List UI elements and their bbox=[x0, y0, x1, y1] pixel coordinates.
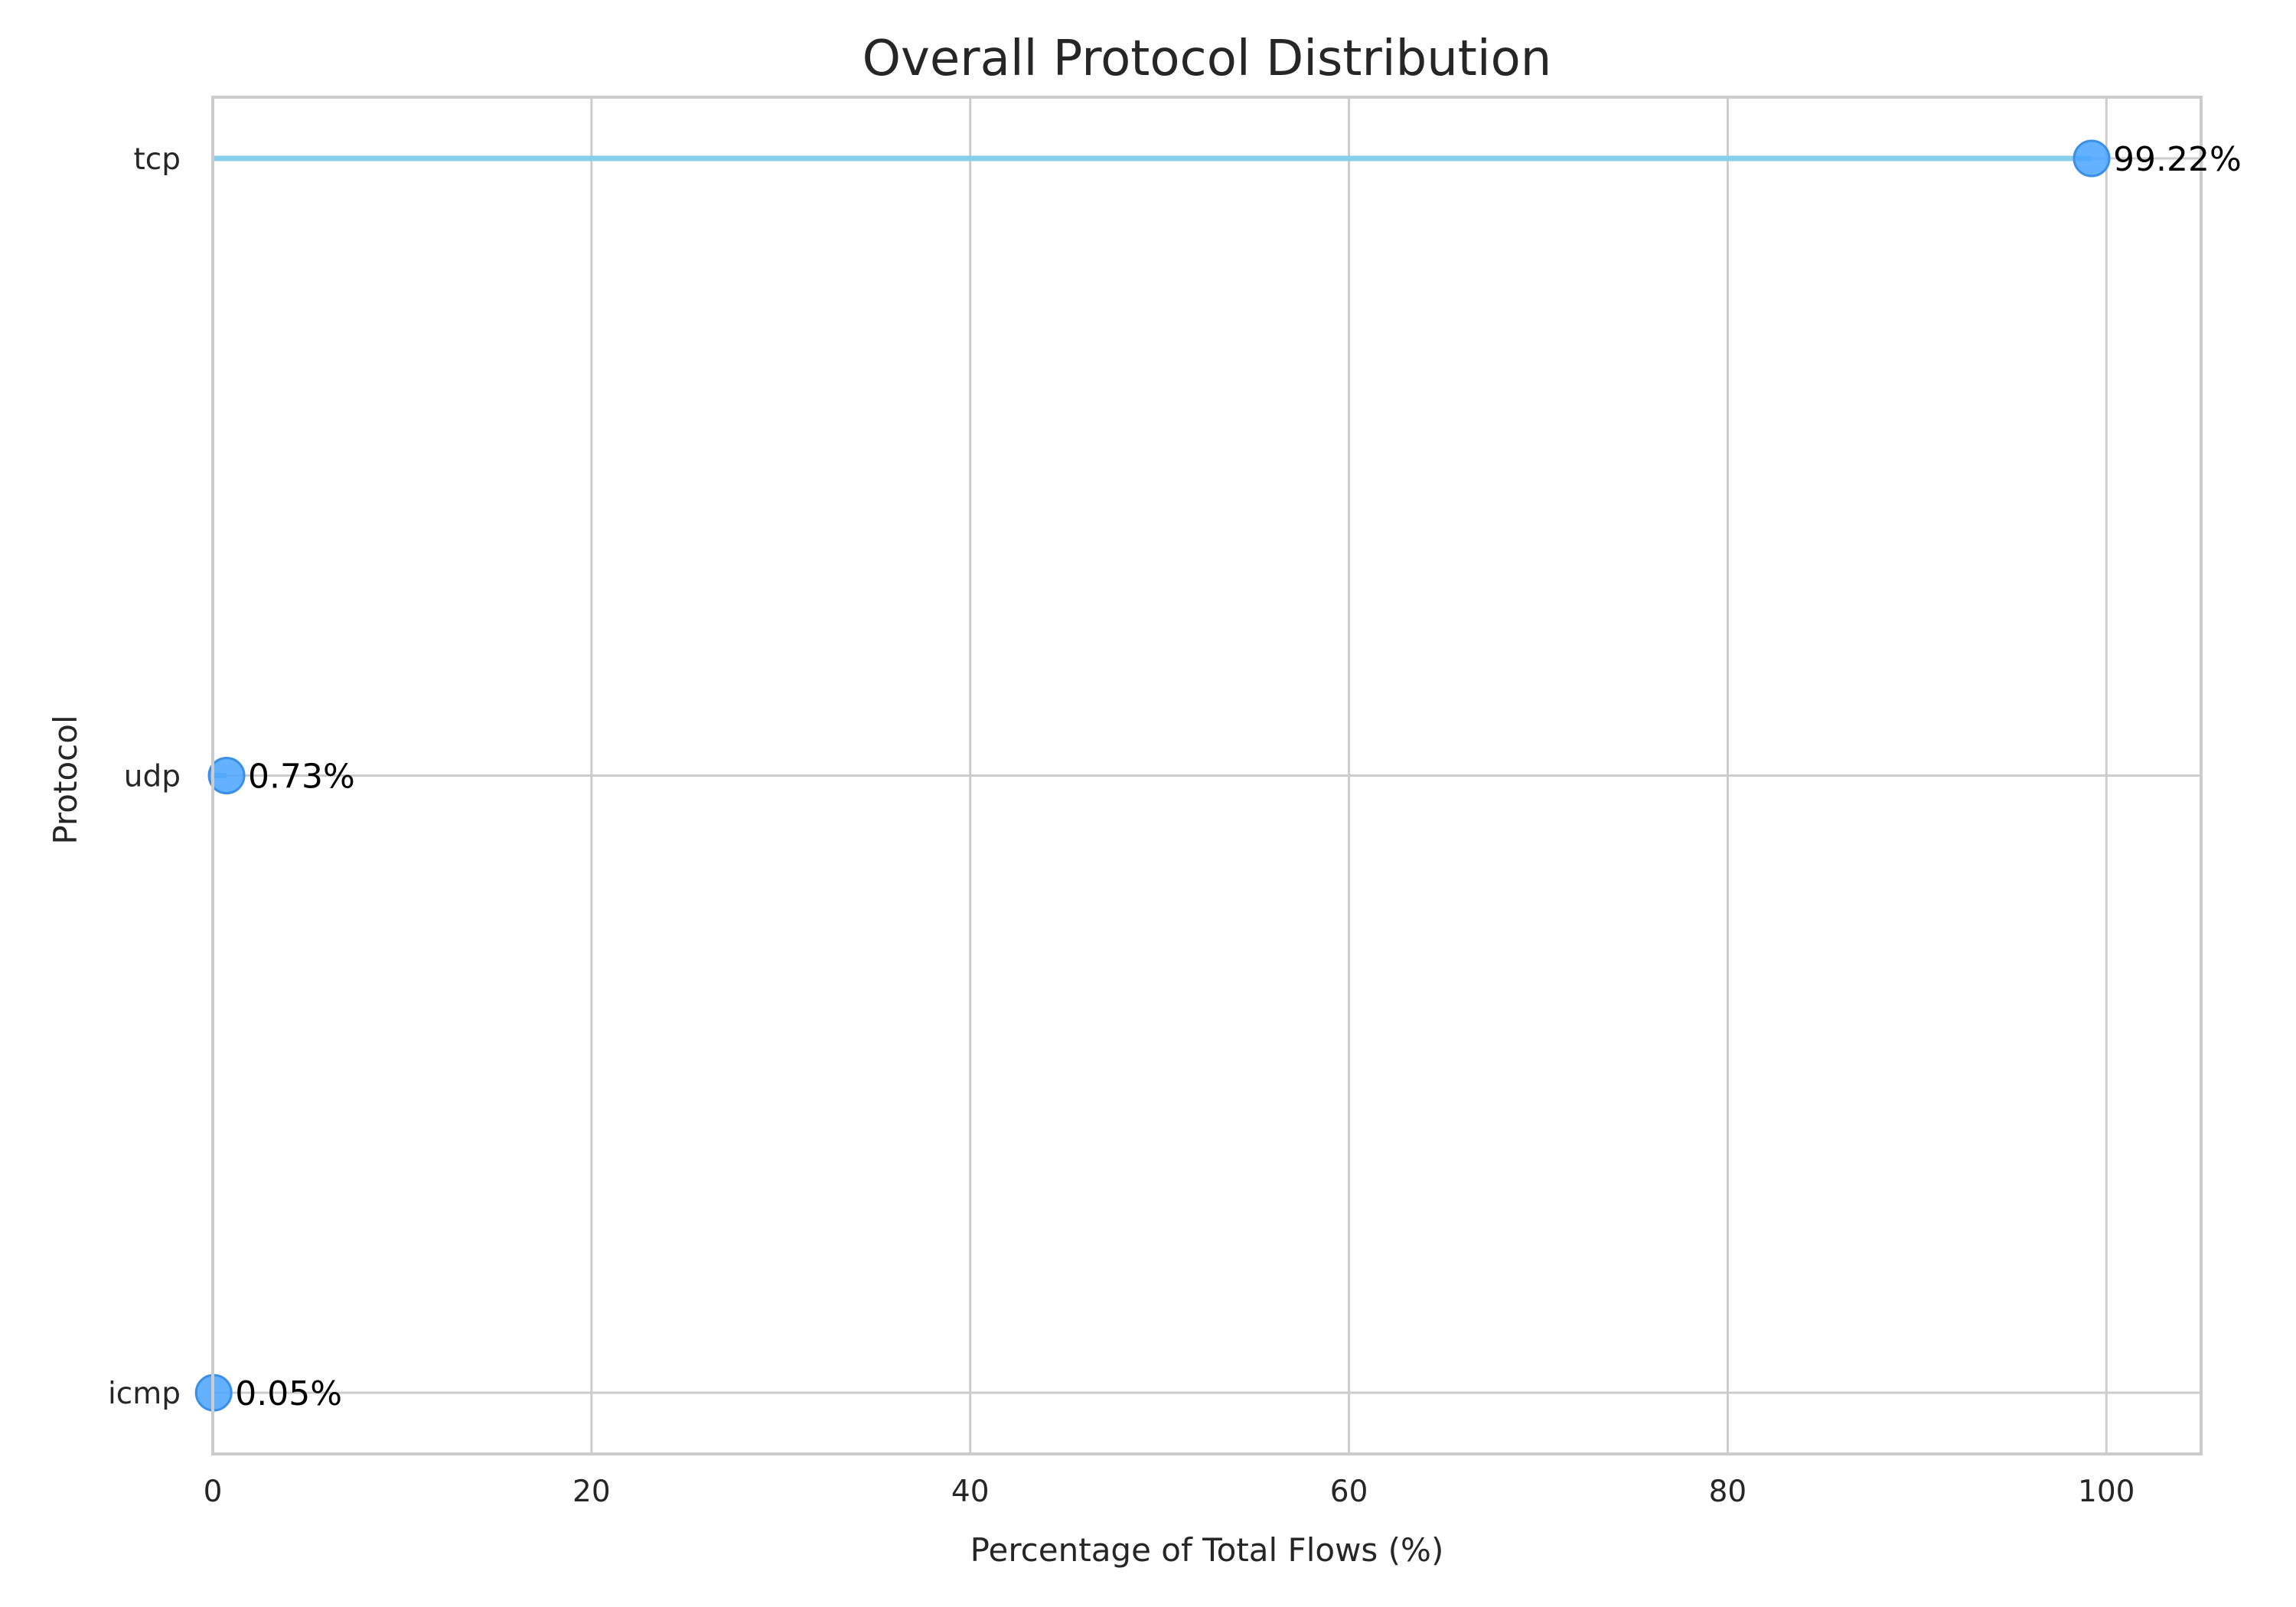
frame-layer bbox=[211, 96, 2203, 1455]
y-tick-label: tcp bbox=[134, 142, 181, 177]
data-point-marker bbox=[207, 757, 246, 794]
x-tick-label: 100 bbox=[2078, 1475, 2135, 1509]
x-tick-label: 0 bbox=[204, 1475, 223, 1509]
x-axis-label: Percentage of Total Flows (%) bbox=[970, 1531, 1444, 1569]
x-tick-label: 80 bbox=[1709, 1475, 1747, 1509]
y-axis-label: Protocol bbox=[47, 715, 84, 844]
x-tick-label: 40 bbox=[951, 1475, 990, 1509]
data-label: 0.05% bbox=[235, 1374, 342, 1413]
plot-frame bbox=[211, 96, 2203, 1455]
data-label: 99.22% bbox=[2113, 140, 2242, 179]
chart-title: Overall Protocol Distribution bbox=[863, 31, 1552, 87]
y-tick-label: udp bbox=[124, 760, 181, 794]
y-tick-label: icmp bbox=[108, 1377, 181, 1411]
text-layer: 0 20 40 60 80 100 tcp udp icmp 99.22% 0.73% 0.05% bbox=[108, 140, 2242, 1509]
data-label: 0.73% bbox=[248, 758, 355, 797]
x-tick-label: 60 bbox=[1330, 1475, 1368, 1509]
data-point-marker bbox=[2073, 139, 2111, 178]
x-tick-label: 20 bbox=[572, 1475, 611, 1509]
